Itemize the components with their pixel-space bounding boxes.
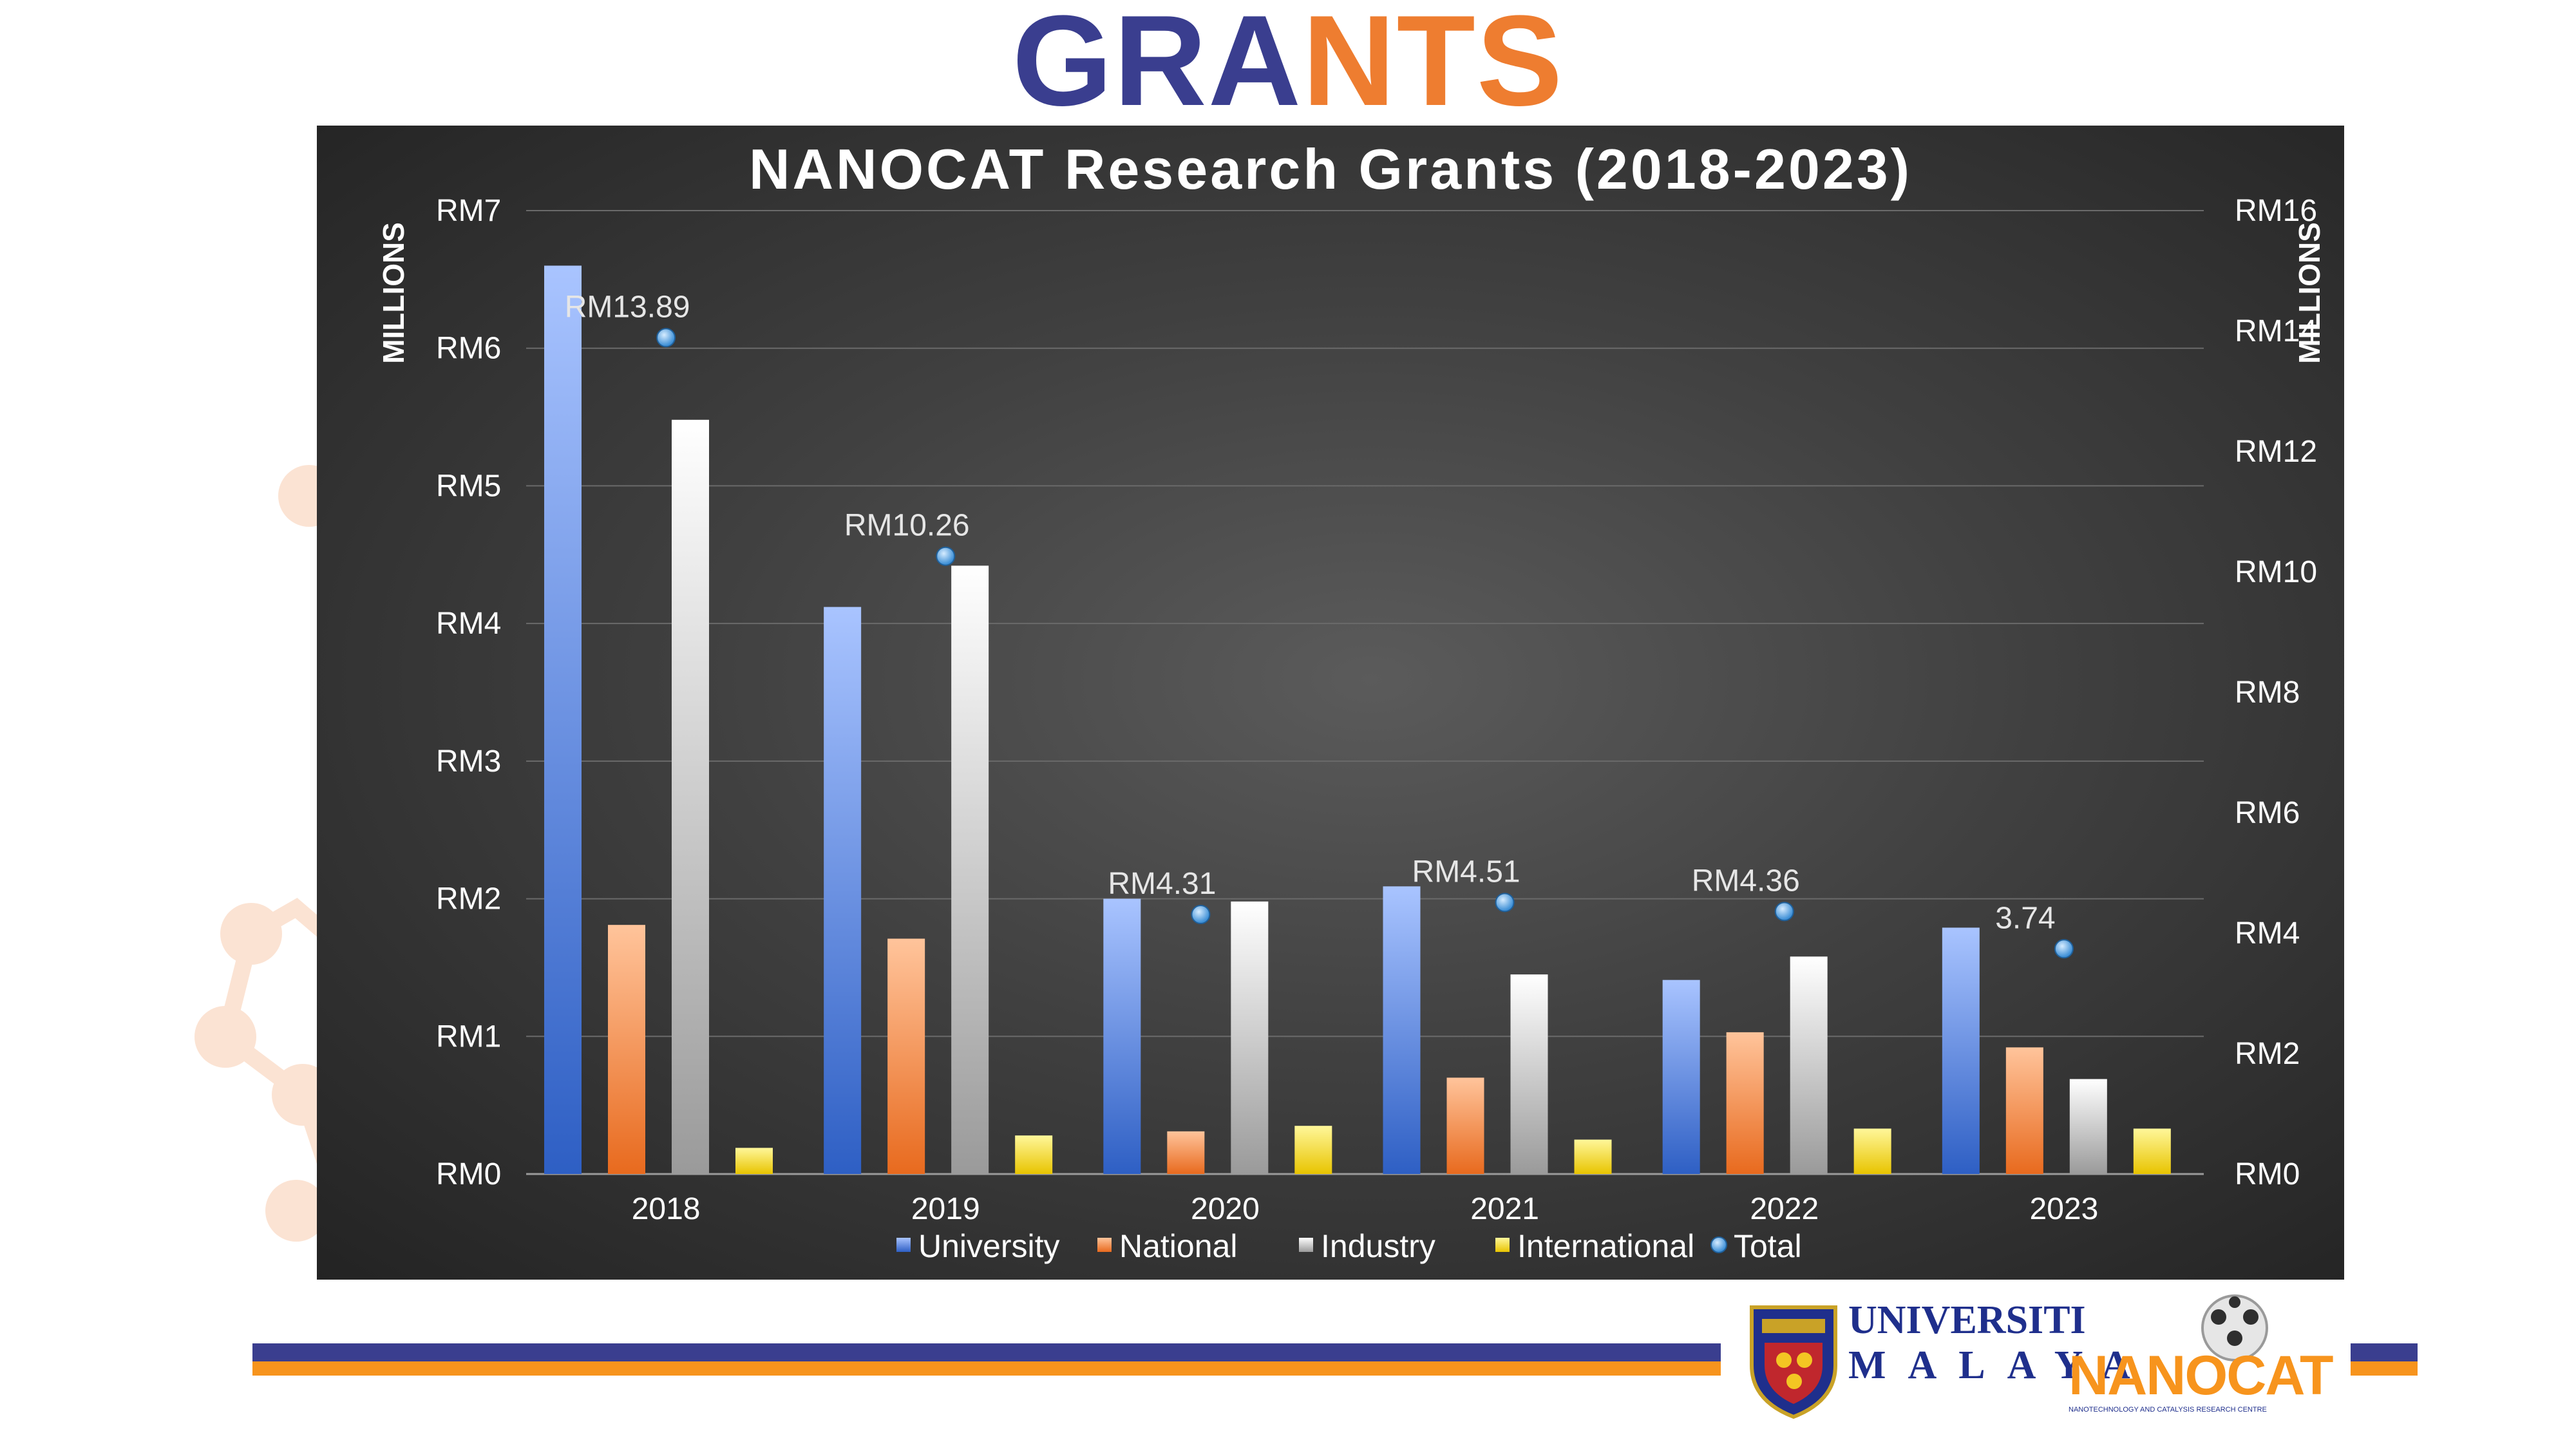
gridlines bbox=[526, 210, 2204, 1175]
footer-logos: UNIVERSITI MALAYA NANOCAT NANOTECHNOLOGY… bbox=[1739, 1288, 2351, 1423]
university-bar bbox=[1103, 898, 1141, 1174]
industry-bar bbox=[672, 419, 709, 1174]
national-bar bbox=[1726, 1032, 1764, 1174]
nanocat-molecule-icon bbox=[2201, 1294, 2268, 1361]
y-tick-label: RM7 bbox=[436, 194, 501, 228]
legend-label: University bbox=[918, 1228, 1059, 1264]
university-bar bbox=[544, 265, 582, 1174]
legend-label: Industry bbox=[1321, 1228, 1435, 1264]
y2-tick-label: RM4 bbox=[2235, 916, 2300, 951]
university-bar bbox=[1942, 927, 1980, 1174]
total-marker bbox=[1495, 893, 1515, 913]
x-tick-label: 2019 bbox=[911, 1192, 980, 1226]
total-data-label: RM10.26 bbox=[844, 509, 970, 543]
industry-bar bbox=[1510, 974, 1548, 1174]
university-name-line-2: MALAYA bbox=[1848, 1343, 2152, 1387]
y2-tick-label: RM8 bbox=[2235, 676, 2300, 710]
x-tick-label: 2018 bbox=[632, 1192, 701, 1226]
y2-tick-label: RM12 bbox=[2235, 435, 2317, 469]
page-title-part-2: NTS bbox=[1302, 0, 1564, 133]
total-data-label: 3.74 bbox=[1995, 901, 2055, 935]
y2-tick-label: RM14 bbox=[2235, 314, 2317, 348]
national-bar bbox=[1446, 1077, 1484, 1174]
logos-svg: UNIVERSITI MALAYA NANOCAT NANOTECHNOLOGY… bbox=[1750, 1294, 2334, 1419]
total-marker bbox=[1191, 905, 1211, 925]
y2-axis-unit-label: MILLIONS bbox=[2293, 222, 2326, 364]
y2-tick-label: RM16 bbox=[2235, 194, 2317, 228]
y2-tick-label: RM0 bbox=[2235, 1157, 2300, 1191]
total-marker bbox=[656, 328, 676, 348]
chart-title: NANOCAT Research Grants (2018-2023) bbox=[749, 137, 1912, 201]
x-axis-ticks: 2018 2019 2020 2021 2022 2023 bbox=[632, 1192, 2099, 1226]
x-tick-label: 2023 bbox=[2030, 1192, 2099, 1226]
legend-label: International bbox=[1517, 1228, 1694, 1264]
legend-swatch bbox=[1299, 1238, 1313, 1252]
y2-axis-ticks: RM0 RM2 RM4 RM6 RM8 RM10 RM12 RM14 RM16 bbox=[2235, 194, 2317, 1191]
legend-swatch bbox=[896, 1238, 911, 1252]
national-bar bbox=[2005, 1047, 2043, 1174]
x-tick-label: 2022 bbox=[1750, 1192, 1819, 1226]
industry-bar bbox=[2069, 1079, 2107, 1174]
y-axis-unit-label: MILLIONS bbox=[377, 222, 410, 364]
legend-label: National bbox=[1119, 1228, 1237, 1264]
total-data-label: RM13.89 bbox=[565, 290, 690, 324]
total-marker bbox=[1774, 902, 1794, 922]
bars bbox=[544, 265, 2171, 1174]
international-bar bbox=[1294, 1126, 1332, 1174]
university-bar bbox=[1383, 886, 1421, 1174]
university-bar bbox=[1662, 980, 1700, 1174]
x-tick-label: 2020 bbox=[1191, 1192, 1260, 1226]
legend-label: Total bbox=[1734, 1228, 1802, 1264]
international-bar bbox=[1853, 1128, 1891, 1174]
legend-swatch bbox=[1710, 1236, 1727, 1253]
legend-swatch bbox=[1097, 1238, 1112, 1252]
nanocat-subtitle: NANOTECHNOLOGY AND CATALYSIS RESEARCH CE… bbox=[2069, 1406, 2267, 1414]
y-tick-label: RM2 bbox=[436, 882, 501, 916]
footer-stripe-blue-right bbox=[2338, 1343, 2418, 1361]
international-bar bbox=[1574, 1139, 1612, 1174]
industry-bar bbox=[951, 565, 989, 1174]
y-tick-label: RM5 bbox=[436, 469, 501, 503]
industry-bar bbox=[1790, 956, 1828, 1174]
page-title-part-1: GRA bbox=[1012, 0, 1303, 133]
footer-stripe-orange-right bbox=[2338, 1361, 2418, 1376]
international-bar bbox=[735, 1148, 773, 1174]
y-tick-label: RM0 bbox=[436, 1157, 501, 1191]
university-name-line-1: UNIVERSITI bbox=[1848, 1298, 2086, 1342]
international-bar bbox=[2133, 1128, 2171, 1174]
national-bar bbox=[1167, 1131, 1205, 1174]
total-marker bbox=[2054, 939, 2074, 959]
y-axis-ticks: RM0 RM1 RM2 RM3 RM4 RM5 RM6 RM7 bbox=[436, 194, 501, 1191]
total-data-label: RM4.36 bbox=[1692, 864, 1800, 898]
total-data-label: RM4.51 bbox=[1412, 855, 1520, 889]
x-tick-label: 2021 bbox=[1470, 1192, 1539, 1226]
y2-tick-label: RM6 bbox=[2235, 796, 2300, 830]
industry-bar bbox=[1231, 901, 1269, 1174]
grants-chart: NANOCAT Research Grants (2018-2023) MILL… bbox=[377, 137, 2326, 1264]
footer-stripe-orange-left bbox=[252, 1361, 1721, 1376]
y2-tick-label: RM10 bbox=[2235, 555, 2317, 589]
university-bar bbox=[824, 607, 862, 1174]
nanocat-logo-text: NANOCAT bbox=[2069, 1345, 2333, 1406]
y-tick-label: RM6 bbox=[436, 332, 501, 366]
total-markers: RM13.89 RM10.26 RM4.31 RM4.51 RM4.36 3.74 bbox=[565, 290, 2074, 959]
total-marker bbox=[936, 546, 956, 566]
legend-swatch bbox=[1495, 1238, 1510, 1252]
legend: University National Industry International T… bbox=[896, 1228, 1802, 1264]
y-tick-label: RM1 bbox=[436, 1019, 501, 1054]
international-bar bbox=[1015, 1135, 1053, 1174]
university-crest-icon bbox=[1750, 1305, 1837, 1419]
chart-panel: NANOCAT Research Grants (2018-2023) MILL… bbox=[317, 126, 2344, 1280]
y-tick-label: RM3 bbox=[436, 744, 501, 779]
y-tick-label: RM4 bbox=[436, 607, 501, 641]
page-title: GRANTS bbox=[0, 0, 2576, 126]
total-data-label: RM4.31 bbox=[1108, 867, 1216, 901]
national-bar bbox=[608, 925, 645, 1174]
footer-stripe-blue-left bbox=[252, 1343, 1721, 1361]
national-bar bbox=[887, 938, 925, 1174]
y2-tick-label: RM2 bbox=[2235, 1037, 2300, 1071]
